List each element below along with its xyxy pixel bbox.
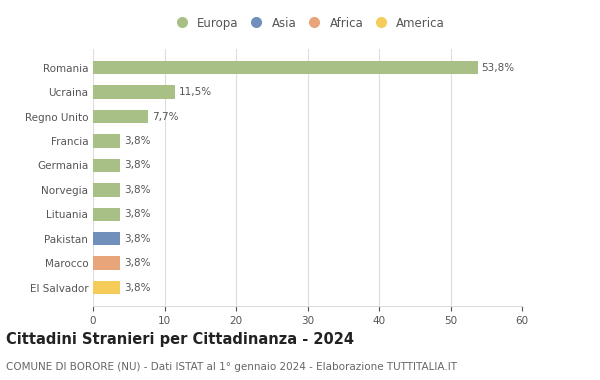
Bar bbox=[93, 86, 175, 99]
Text: 3,8%: 3,8% bbox=[124, 258, 150, 268]
Legend: Europa, Asia, Africa, America: Europa, Asia, Africa, America bbox=[167, 14, 448, 32]
Bar bbox=[93, 281, 120, 294]
Text: 3,8%: 3,8% bbox=[124, 185, 150, 195]
Text: 11,5%: 11,5% bbox=[179, 87, 212, 97]
Bar bbox=[93, 207, 120, 221]
Bar bbox=[93, 183, 120, 196]
Bar bbox=[93, 134, 120, 148]
Text: 3,8%: 3,8% bbox=[124, 282, 150, 293]
Text: 7,7%: 7,7% bbox=[152, 112, 178, 122]
Bar bbox=[93, 232, 120, 245]
Text: 3,8%: 3,8% bbox=[124, 209, 150, 219]
Text: 3,8%: 3,8% bbox=[124, 160, 150, 171]
Text: 3,8%: 3,8% bbox=[124, 234, 150, 244]
Text: COMUNE DI BORORE (NU) - Dati ISTAT al 1° gennaio 2024 - Elaborazione TUTTITALIA.: COMUNE DI BORORE (NU) - Dati ISTAT al 1°… bbox=[6, 363, 457, 372]
Text: 53,8%: 53,8% bbox=[481, 63, 514, 73]
Bar bbox=[93, 159, 120, 172]
Bar bbox=[93, 110, 148, 124]
Text: Cittadini Stranieri per Cittadinanza - 2024: Cittadini Stranieri per Cittadinanza - 2… bbox=[6, 332, 354, 347]
Text: 3,8%: 3,8% bbox=[124, 136, 150, 146]
Bar bbox=[93, 61, 478, 74]
Bar bbox=[93, 256, 120, 270]
